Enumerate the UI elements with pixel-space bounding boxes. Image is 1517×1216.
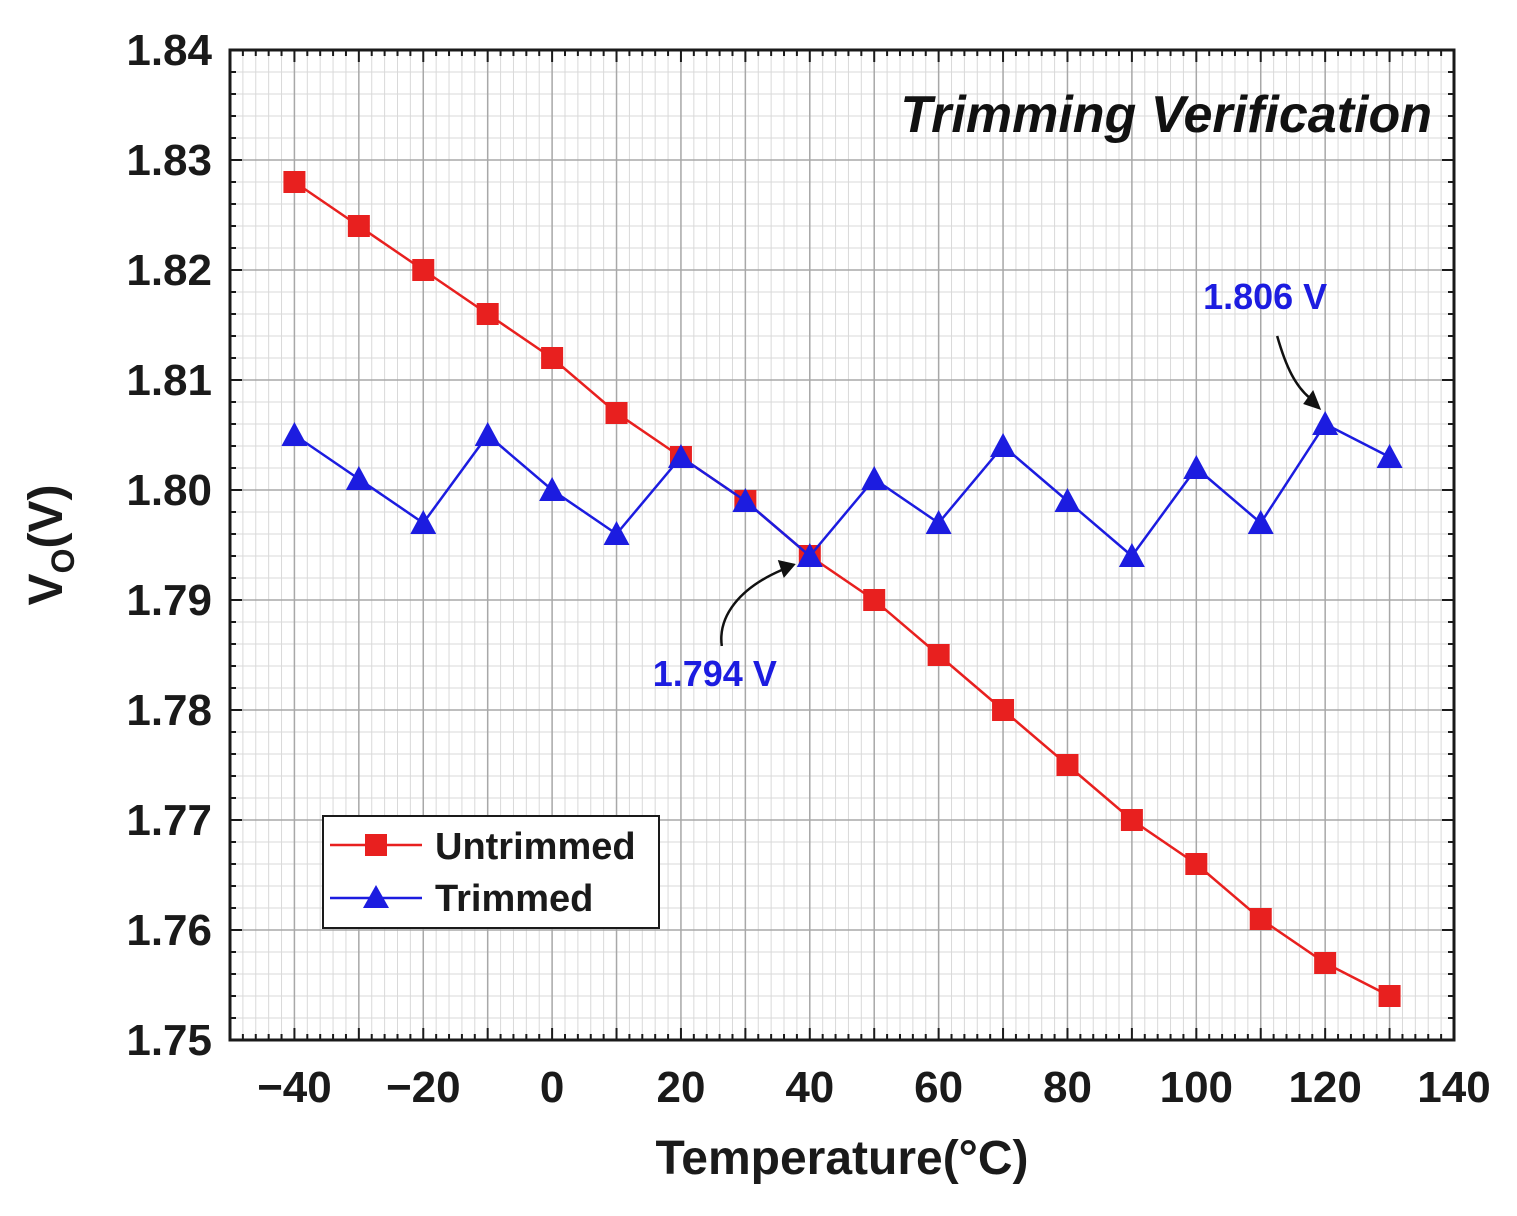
trimmed-point bbox=[732, 488, 759, 513]
trimmed-point bbox=[1312, 411, 1339, 436]
y-tick-label: 1.76 bbox=[126, 906, 212, 955]
y-tick-label: 1.77 bbox=[126, 796, 212, 845]
untrimmed-point bbox=[476, 303, 499, 325]
x-tick-label: 60 bbox=[914, 1063, 963, 1112]
x-tick-label: −20 bbox=[386, 1063, 461, 1112]
trimmed-point bbox=[345, 466, 372, 491]
trimmed-point bbox=[667, 444, 694, 469]
annotations: 1.806 V 1.794 V bbox=[653, 276, 1327, 694]
untrimmed-point bbox=[605, 402, 628, 424]
untrimmed-point bbox=[283, 171, 306, 193]
y-axis-title-unit: (V) bbox=[20, 485, 73, 549]
untrimmed-point bbox=[1120, 809, 1143, 831]
trimmed-point bbox=[1183, 455, 1210, 480]
y-tick-label: 1.81 bbox=[126, 356, 212, 405]
chart-title: Trimming Verification bbox=[900, 86, 1432, 144]
plot-frame bbox=[228, 48, 1456, 1042]
untrimmed-point bbox=[927, 644, 950, 666]
trimmed-point bbox=[990, 433, 1017, 458]
legend-untrimmed-label: Untrimmed bbox=[435, 826, 636, 868]
x-tick-label: 120 bbox=[1288, 1063, 1361, 1112]
y-tick-label: 1.82 bbox=[126, 246, 212, 295]
annotation-min-arrow bbox=[720, 568, 783, 647]
trimmed-point bbox=[1118, 543, 1145, 568]
x-tick-label: 80 bbox=[1043, 1063, 1092, 1112]
x-tick-label: −40 bbox=[257, 1063, 332, 1112]
y-axis-title: VO(V) bbox=[20, 485, 81, 606]
untrimmed-point bbox=[541, 347, 564, 369]
untrimmed-point bbox=[992, 699, 1015, 721]
annotation-min-arrowhead bbox=[777, 560, 796, 578]
untrimmed-point bbox=[412, 259, 435, 281]
trimmed-point bbox=[1247, 510, 1274, 535]
x-tick-label: 140 bbox=[1417, 1063, 1490, 1112]
annotation-max-arrowhead bbox=[1303, 390, 1322, 410]
series-layer bbox=[281, 171, 1403, 1007]
y-axis-title-main: V bbox=[20, 573, 73, 605]
x-tick-label: 100 bbox=[1160, 1063, 1233, 1112]
trimmed-point bbox=[1054, 488, 1081, 513]
untrimmed-point bbox=[1056, 754, 1079, 776]
annotation-min-label: 1.794 V bbox=[653, 653, 777, 694]
y-tick-label: 1.75 bbox=[126, 1016, 212, 1065]
legend-untrimmed-marker bbox=[365, 834, 387, 856]
trimmed-point bbox=[796, 543, 823, 568]
y-tick-label: 1.78 bbox=[126, 686, 212, 735]
untrimmed-point bbox=[863, 589, 886, 611]
y-tick-label: 1.83 bbox=[126, 136, 212, 185]
x-tick-label: 40 bbox=[785, 1063, 834, 1112]
x-tick-label: 0 bbox=[540, 1063, 564, 1112]
trimmed-point bbox=[925, 510, 952, 535]
tick-labels: −40 −20 0 20 40 60 80 100 120 140 1.75 1.76 1.77 1.78… bbox=[126, 26, 1490, 1112]
trimmed-point bbox=[861, 466, 888, 491]
x-tick-label: 20 bbox=[656, 1063, 705, 1112]
trimmed-point bbox=[603, 521, 630, 546]
untrimmed-point bbox=[1185, 853, 1208, 875]
annotation-max-label: 1.806 V bbox=[1203, 276, 1327, 317]
trimmed-point bbox=[281, 422, 308, 447]
trimmed-point bbox=[1376, 444, 1403, 469]
untrimmed-point bbox=[1378, 985, 1401, 1007]
legend-trimmed-label: Trimmed bbox=[435, 878, 593, 920]
trimmed-point bbox=[539, 477, 566, 502]
untrimmed-point bbox=[1314, 952, 1337, 974]
y-tick-label: 1.84 bbox=[126, 26, 212, 75]
legend-trimmed-marker bbox=[363, 885, 389, 908]
trimmed-point bbox=[410, 510, 437, 535]
untrimmed-point bbox=[1249, 908, 1272, 930]
y-tick-label: 1.80 bbox=[126, 466, 212, 515]
untrimmed-point bbox=[347, 215, 370, 237]
y-tick-label: 1.79 bbox=[126, 576, 212, 625]
trimmed-point bbox=[474, 422, 501, 447]
legend: Untrimmed Trimmed bbox=[322, 815, 660, 929]
x-axis-title: Temperature(°C) bbox=[655, 1132, 1028, 1185]
y-axis-title-subscript: O bbox=[45, 549, 81, 574]
